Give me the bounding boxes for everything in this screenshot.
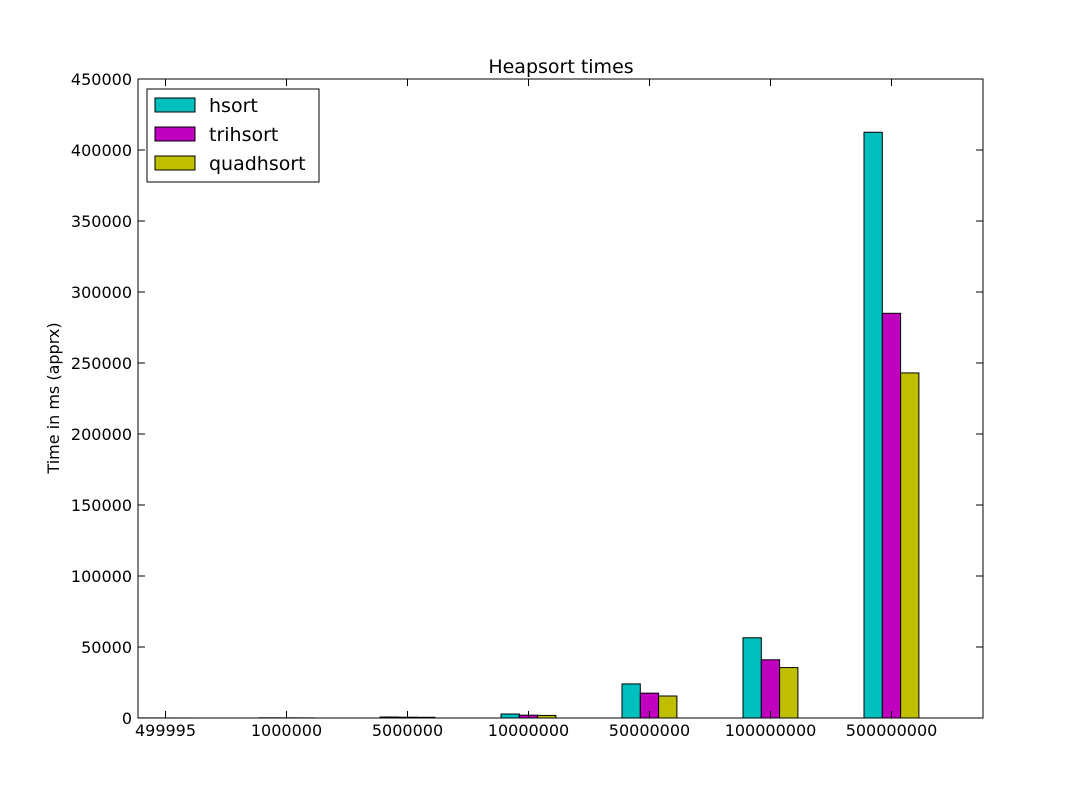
- y-tick-label: 100000: [71, 567, 132, 586]
- bar-hsort-10000000: [500, 713, 520, 719]
- legend-swatch-trihsort: [154, 126, 196, 142]
- x-tick-label: 100000000: [725, 721, 817, 740]
- y-tick-label: 350000: [71, 212, 132, 231]
- x-tick-label: 10000000: [488, 721, 569, 740]
- legend: hsort trihsort quadhsort: [146, 88, 320, 183]
- bar-quadhsort-100000000: [779, 667, 799, 719]
- legend-label-trihsort: trihsort: [209, 124, 278, 146]
- bar-quadhsort-500000000: [900, 372, 920, 719]
- y-tick-label: 150000: [71, 496, 132, 515]
- plot-frame: [137, 78, 984, 719]
- x-tick-label: 500000000: [846, 721, 938, 740]
- axes-group: 0 50000 100000 150000 200000 250000 300000 3500…: [71, 70, 984, 740]
- y-tick-label: 400000: [71, 141, 132, 160]
- bar-hsort-500000000: [863, 131, 883, 719]
- bar-quadhsort-50000000: [658, 695, 678, 719]
- x-tick-label: 50000000: [609, 721, 690, 740]
- y-tick-label: 0: [122, 709, 132, 728]
- y-tick-label: 250000: [71, 354, 132, 373]
- legend-label-quadhsort: quadhsort: [209, 153, 306, 175]
- legend-label-hsort: hsort: [209, 95, 258, 117]
- x-tick-label: 1000000: [251, 721, 322, 740]
- bar-hsort-100000000: [742, 637, 762, 719]
- y-axis-label: Time in ms (apprx): [44, 322, 63, 474]
- legend-swatch-quadhsort: [154, 155, 196, 171]
- bar-trihsort-500000000: [881, 312, 902, 719]
- legend-swatch-hsort: [154, 97, 196, 113]
- y-tick-label: 50000: [81, 638, 132, 657]
- y-tick-label: 200000: [71, 425, 132, 444]
- x-tick-label: 5000000: [372, 721, 443, 740]
- y-tick-label: 450000: [71, 70, 132, 89]
- x-tick-label: 499995: [135, 721, 196, 740]
- chart-title: Heapsort times: [488, 56, 633, 78]
- y-tick-label: 300000: [71, 283, 132, 302]
- bar-trihsort-100000000: [760, 659, 781, 719]
- bar-hsort-50000000: [621, 683, 641, 719]
